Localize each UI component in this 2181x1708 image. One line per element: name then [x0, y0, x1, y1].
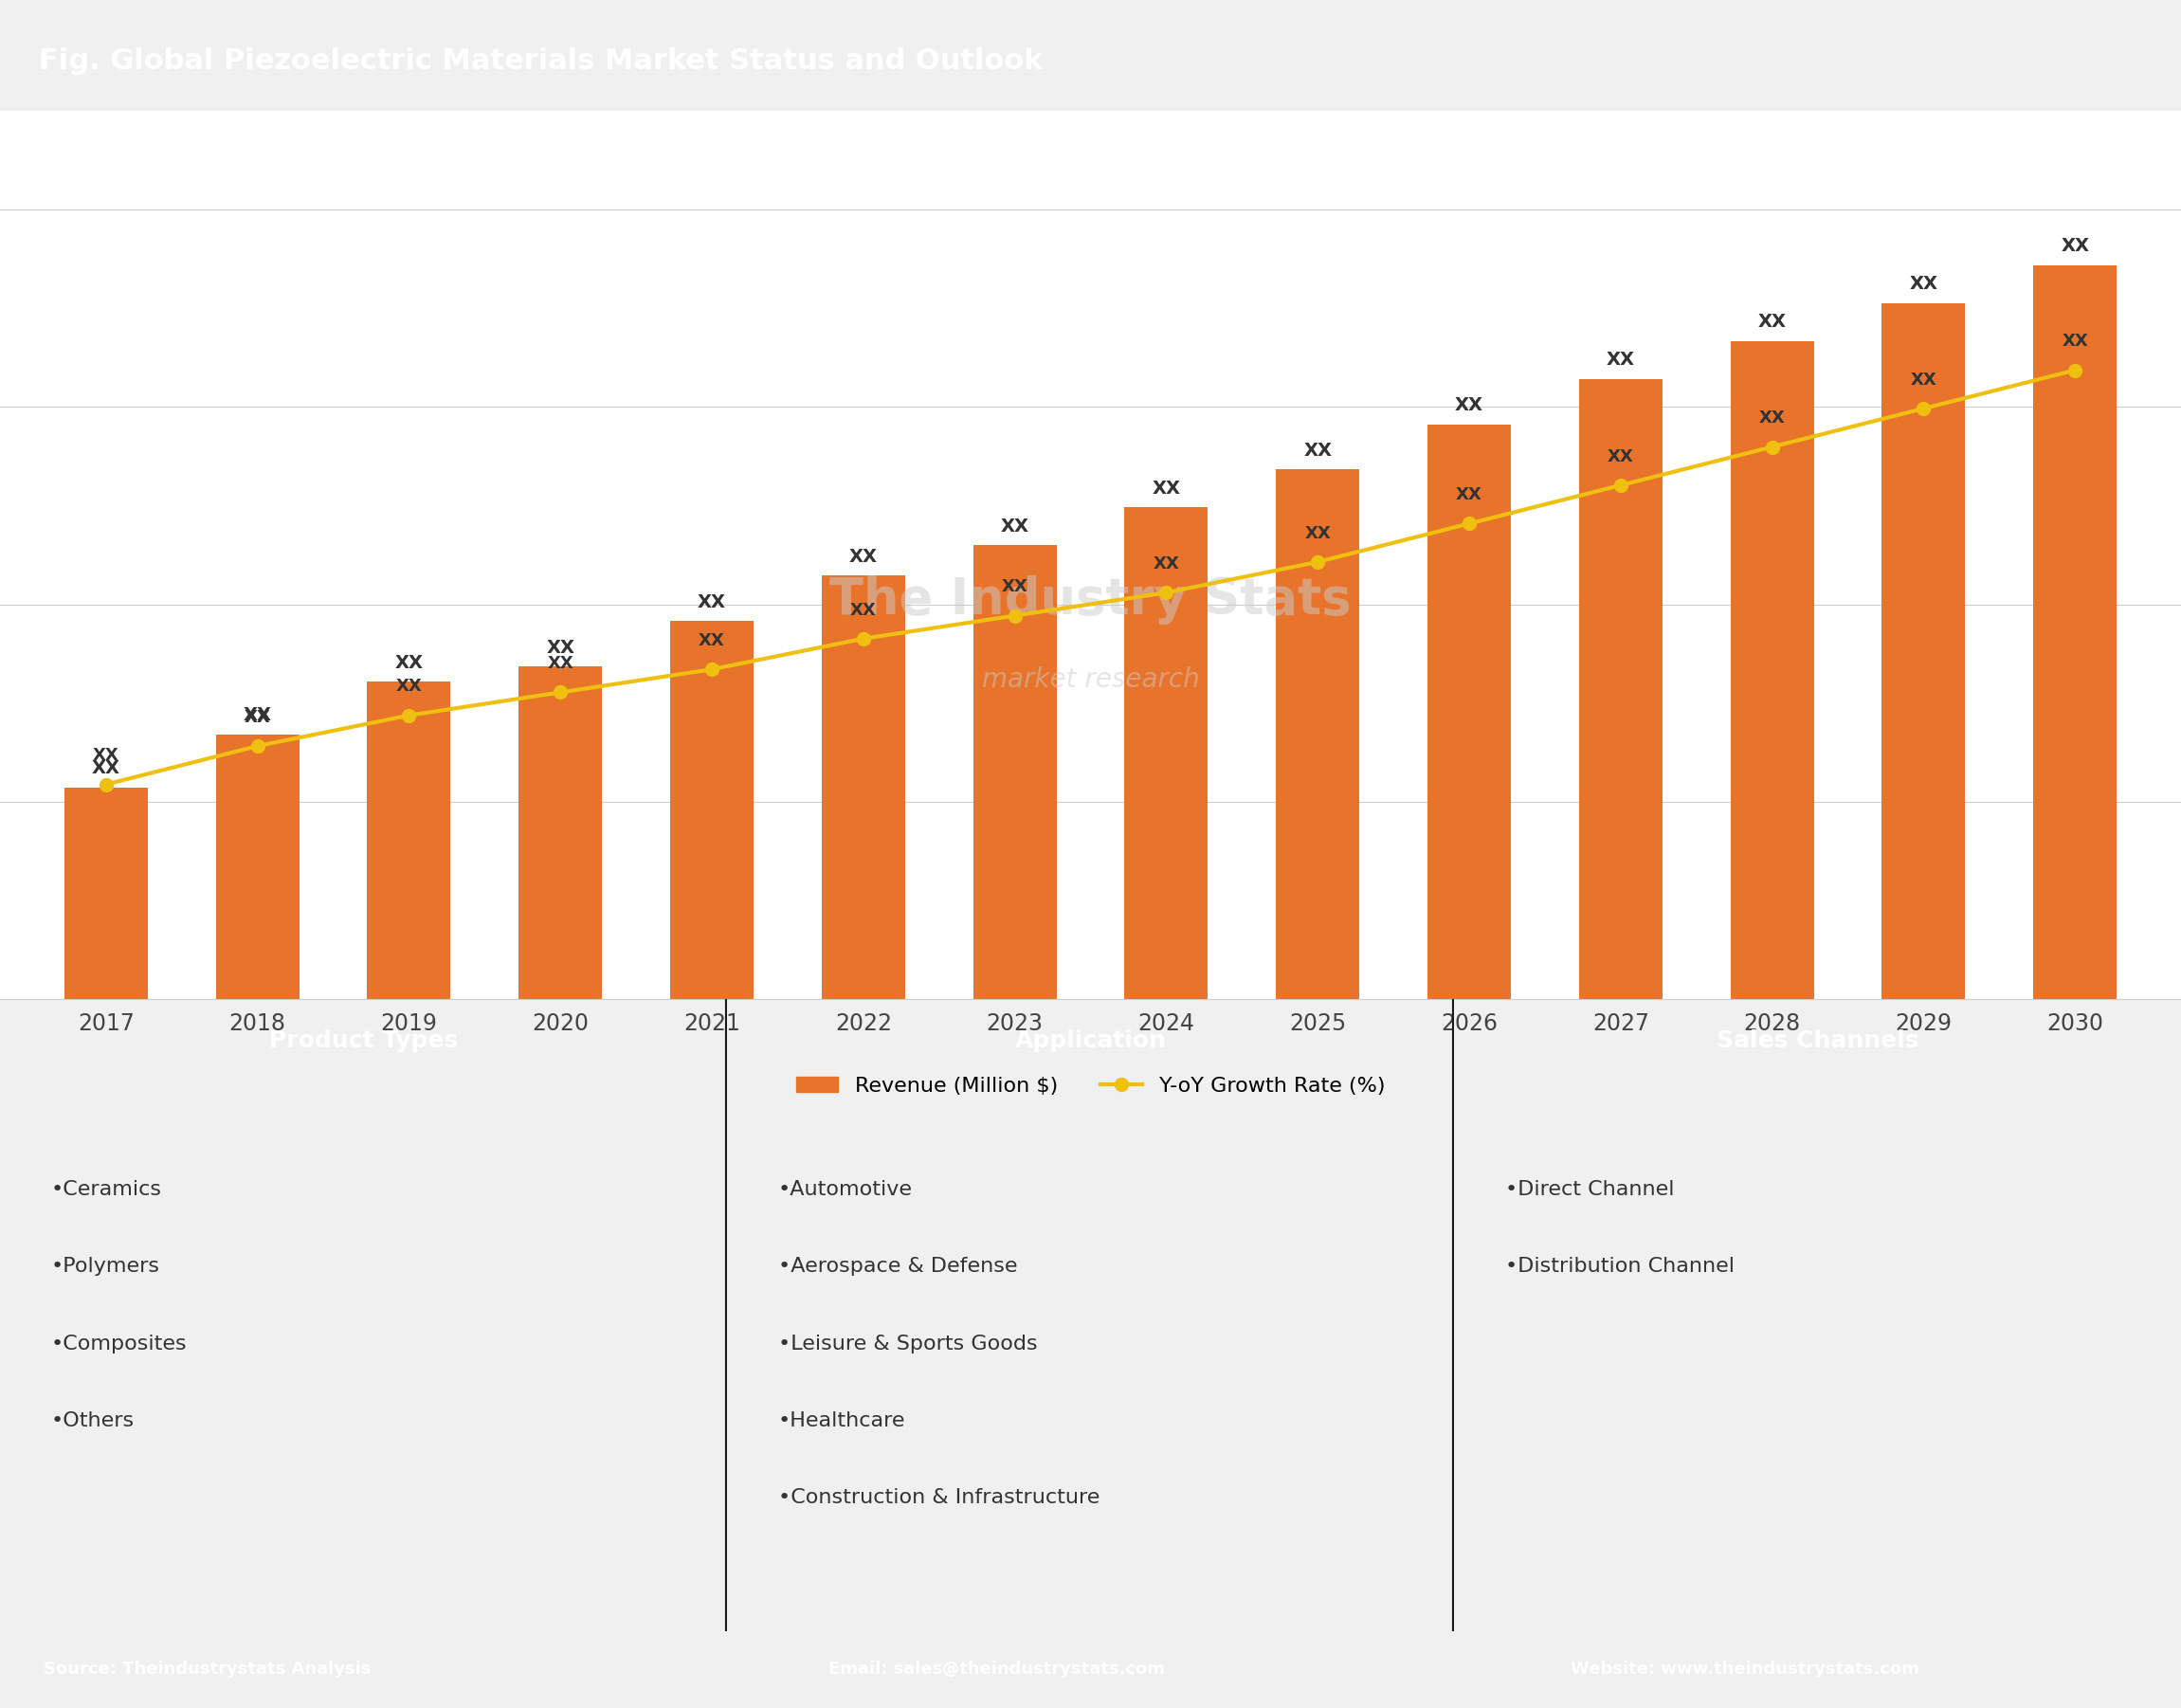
Text: The Industry Stats: The Industry Stats — [829, 576, 1352, 623]
Text: Email: sales@theindustrystats.com: Email: sales@theindustrystats.com — [829, 1662, 1165, 1677]
Text: •Composites: •Composites — [50, 1334, 188, 1353]
Text: XX: XX — [547, 656, 574, 673]
Text: XX: XX — [1758, 410, 1786, 427]
Text: XX: XX — [2061, 333, 2087, 350]
Text: •Distribution Channel: •Distribution Channel — [1505, 1257, 1734, 1276]
Text: XX: XX — [1001, 518, 1029, 535]
Text: •Leisure & Sports Goods: •Leisure & Sports Goods — [779, 1334, 1038, 1353]
Text: XX: XX — [1001, 579, 1027, 596]
Text: XX: XX — [1758, 313, 1786, 331]
Text: XX: XX — [1154, 555, 1180, 572]
Bar — [366, 681, 451, 999]
Bar — [1276, 470, 1359, 999]
Bar — [822, 576, 905, 999]
Text: XX: XX — [395, 678, 423, 695]
Text: Product Types: Product Types — [268, 1028, 458, 1052]
Text: XX: XX — [698, 632, 724, 649]
Text: Sales Channels: Sales Channels — [1716, 1028, 1919, 1052]
Text: XX: XX — [395, 654, 423, 671]
Text: Website: www.theindustrystats.com: Website: www.theindustrystats.com — [1570, 1662, 1919, 1677]
Text: XX: XX — [1455, 396, 1483, 415]
Text: •Healthcare: •Healthcare — [779, 1411, 905, 1430]
Bar — [1125, 507, 1208, 999]
Bar — [1579, 379, 1662, 999]
Text: market research: market research — [981, 666, 1200, 693]
Text: XX: XX — [545, 639, 574, 656]
Text: XX: XX — [1304, 524, 1330, 541]
Text: XX: XX — [92, 760, 120, 777]
Text: Application: Application — [1014, 1028, 1167, 1052]
Text: •Aerospace & Defense: •Aerospace & Defense — [779, 1257, 1016, 1276]
Text: XX: XX — [1911, 371, 1937, 388]
Text: Fig. Global Piezoelectric Materials Market Status and Outlook: Fig. Global Piezoelectric Materials Mark… — [39, 48, 1043, 75]
Bar — [519, 666, 602, 999]
Bar — [670, 622, 752, 999]
Text: •Automotive: •Automotive — [779, 1180, 912, 1199]
Text: XX: XX — [1607, 447, 1634, 465]
Text: •Ceramics: •Ceramics — [50, 1180, 161, 1199]
Bar — [1882, 302, 1965, 999]
Text: XX: XX — [698, 593, 726, 611]
Bar — [216, 734, 299, 999]
Legend: Revenue (Million $), Y-oY Growth Rate (%): Revenue (Million $), Y-oY Growth Rate (%… — [787, 1068, 1394, 1103]
Text: •Direct Channel: •Direct Channel — [1505, 1180, 1675, 1199]
Bar — [2033, 265, 2116, 999]
Text: XX: XX — [848, 548, 877, 565]
Text: XX: XX — [1457, 487, 1483, 504]
Text: XX: XX — [2061, 237, 2089, 256]
Text: XX: XX — [94, 746, 120, 763]
Text: XX: XX — [1607, 350, 1636, 369]
Bar — [1429, 424, 1511, 999]
Text: XX: XX — [244, 707, 273, 724]
Bar — [1730, 342, 1815, 999]
Text: •Polymers: •Polymers — [50, 1257, 159, 1276]
Text: XX: XX — [851, 601, 877, 618]
Text: XX: XX — [244, 709, 270, 726]
Text: Source: Theindustrystats Analysis: Source: Theindustrystats Analysis — [44, 1662, 371, 1677]
Text: XX: XX — [1152, 480, 1180, 497]
Text: XX: XX — [1304, 442, 1333, 459]
Text: •Construction & Infrastructure: •Construction & Infrastructure — [779, 1488, 1099, 1506]
Text: XX: XX — [1908, 275, 1937, 294]
Bar — [65, 787, 148, 999]
Text: •Others: •Others — [50, 1411, 135, 1430]
Bar — [973, 545, 1056, 999]
